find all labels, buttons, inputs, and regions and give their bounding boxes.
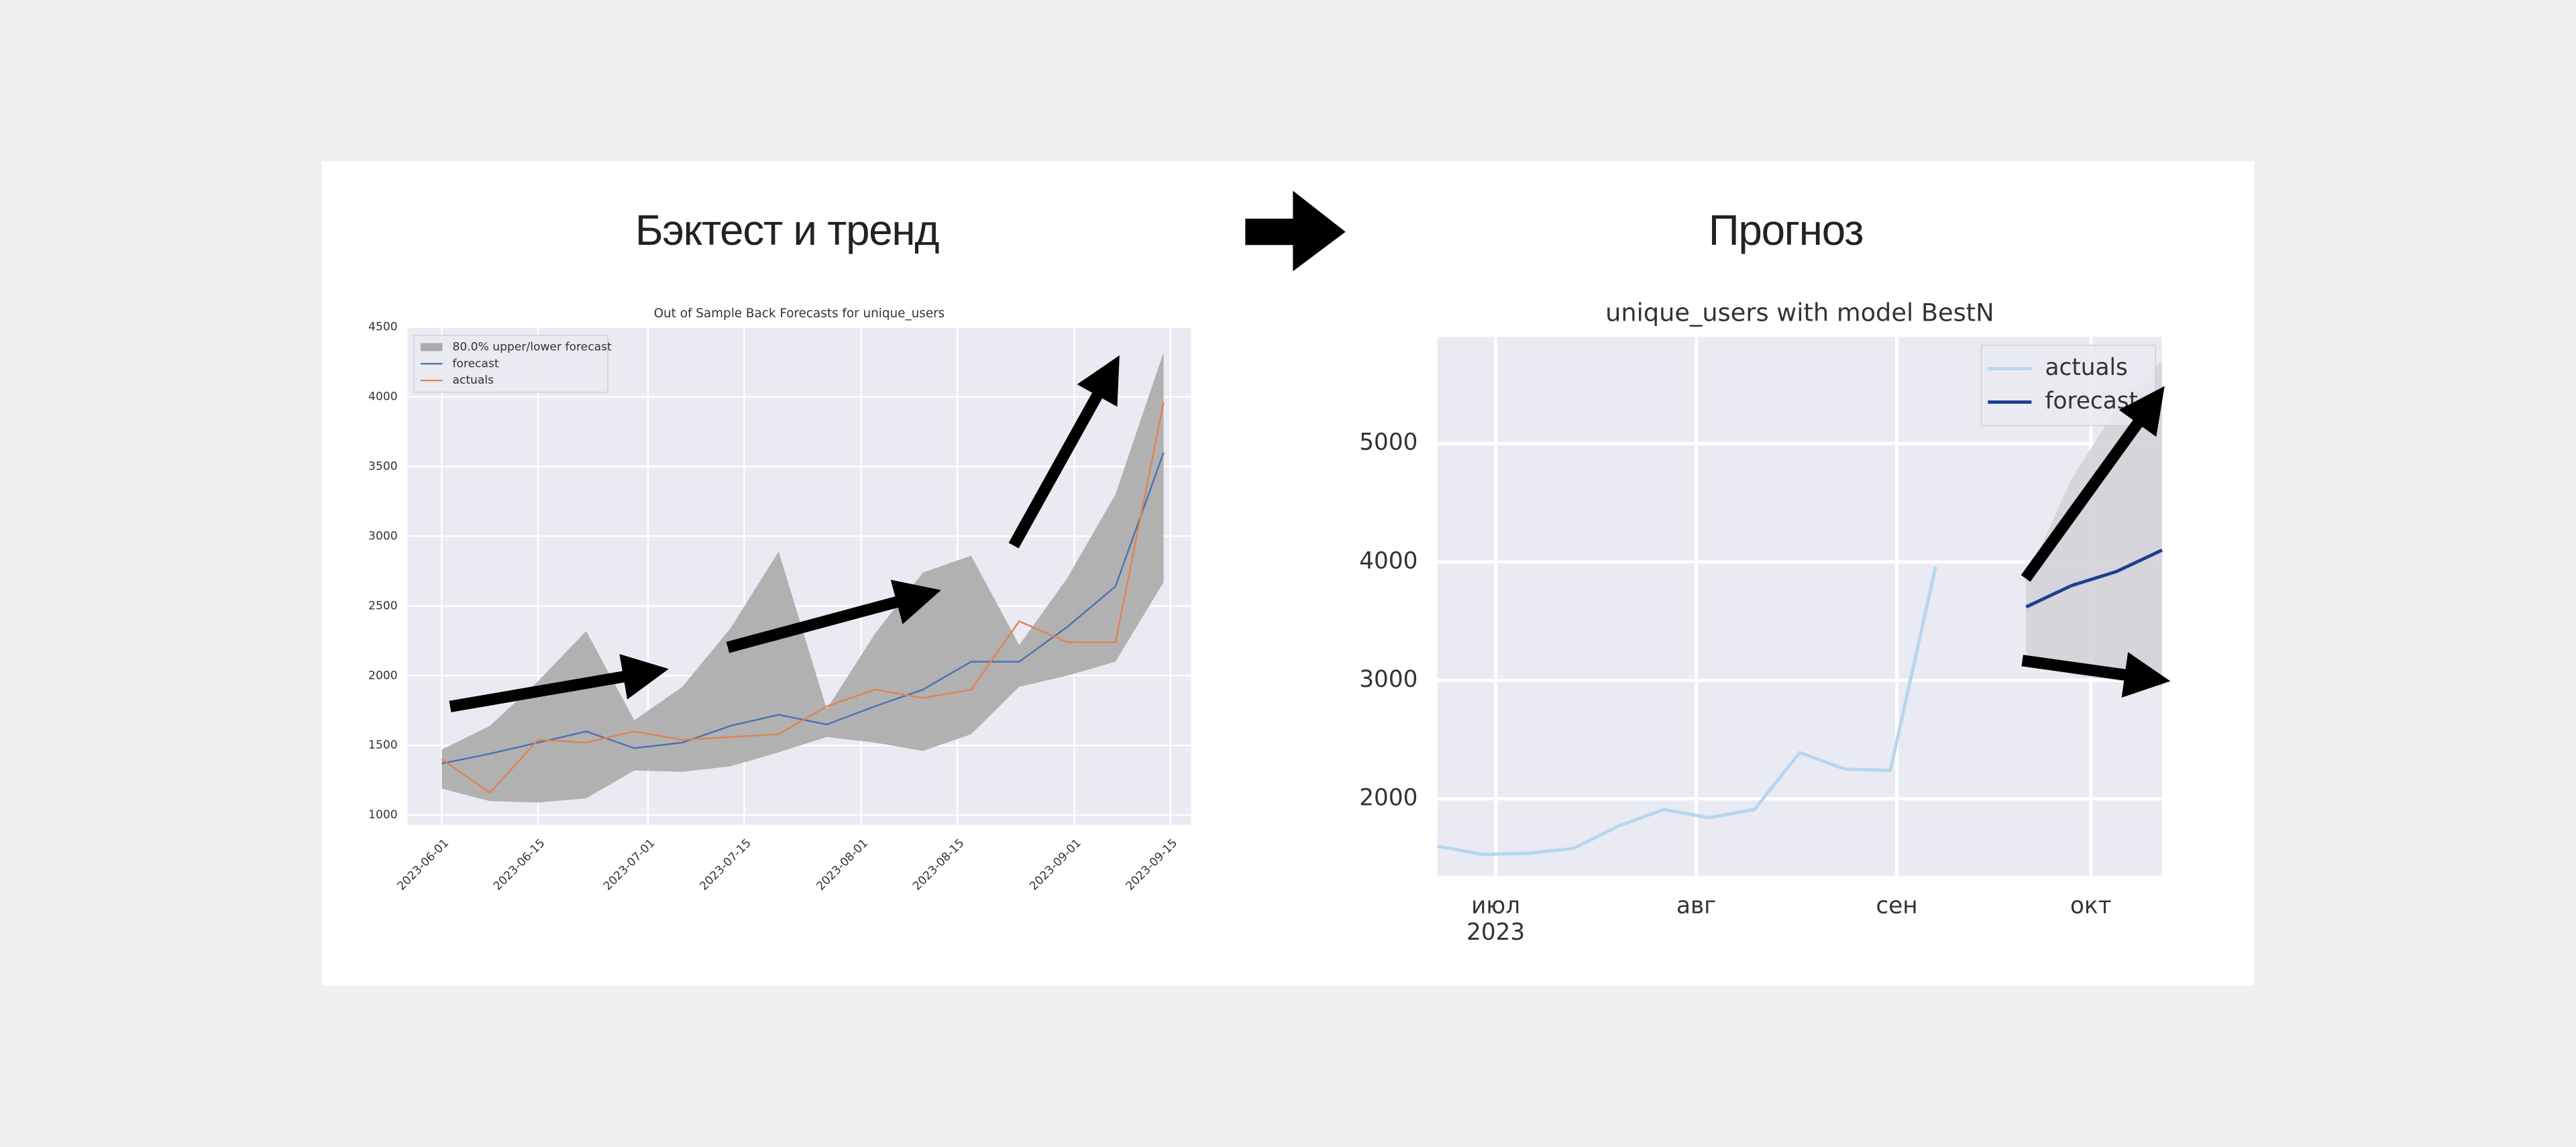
heading: Прогноз <box>1709 207 1863 254</box>
heading: Бэктест и тренд <box>635 207 940 254</box>
y-tick-label: 1500 <box>368 739 398 752</box>
y-tick-label: 3500 <box>368 460 398 474</box>
chart-title: unique_users with model BestN <box>1605 298 1994 327</box>
annotation-arrows <box>449 355 2171 712</box>
x-tick-label: окт <box>2070 893 2112 920</box>
y-tick-label: 3000 <box>1359 666 1417 693</box>
trend-arrow <box>726 580 941 653</box>
trend-arrow <box>449 654 669 712</box>
legend: 80.0% upper/lower forecast forecast actual… <box>413 335 612 393</box>
y-tick-label: 4000 <box>368 390 398 404</box>
y-tick-label: 3000 <box>368 529 398 543</box>
y-tick-label: 2500 <box>368 599 398 612</box>
big-arrow <box>1245 190 1346 272</box>
x-year-label: 2023 <box>1466 919 1525 946</box>
x-tick-label: авг <box>1676 893 1716 920</box>
trend-arrow <box>2021 386 2165 582</box>
trend-arrow <box>2021 652 2171 698</box>
legend: actuals forecast <box>1980 344 2156 427</box>
forecast-band <box>441 352 1164 803</box>
series-line <box>441 402 1165 794</box>
x-tick-label: июл <box>1471 893 1520 920</box>
y-tick-label: 2000 <box>368 669 398 682</box>
legend-label: actuals <box>452 374 494 387</box>
legend-label: actuals <box>2045 354 2127 381</box>
y-tick-label: 4500 <box>368 321 398 334</box>
y-tick-label: 1000 <box>368 808 398 822</box>
y-tick-label: 2000 <box>1359 784 1417 811</box>
legend-label: forecast <box>452 357 499 370</box>
y-tick-label: 5000 <box>1359 429 1417 456</box>
series-line <box>1437 566 1937 857</box>
legend-label: forecast <box>2045 388 2138 415</box>
legend-box <box>413 335 608 393</box>
series-line <box>2025 548 2163 609</box>
legend-swatch <box>420 343 443 351</box>
chart-title: Out of Sample Back Forecasts for unique_… <box>654 307 945 321</box>
trend-arrow <box>1008 355 1120 549</box>
legend-label: 80.0% upper/lower forecast <box>452 340 612 353</box>
charts: 100015002000250030003500400045002023-06-… <box>368 298 2163 946</box>
y-tick-label: 4000 <box>1359 547 1417 574</box>
x-tick-label: сен <box>1876 893 1917 920</box>
